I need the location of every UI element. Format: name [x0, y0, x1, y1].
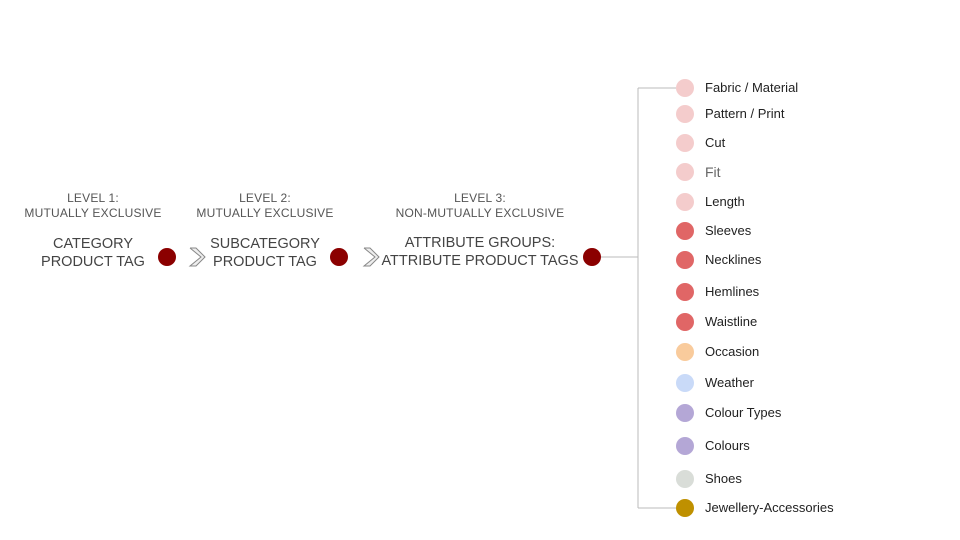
attribute-label: Occasion — [705, 344, 760, 359]
attribute-label: Colours — [705, 438, 750, 453]
attribute-dot — [676, 163, 694, 181]
level-1-node — [158, 248, 176, 266]
attribute-label: Hemlines — [705, 284, 760, 299]
level-3-title: ATTRIBUTE GROUPS: ATTRIBUTE PRODUCT TAGS — [375, 234, 585, 270]
attribute-label: Weather — [705, 375, 754, 390]
level-2-title-line1: SUBCATEGORY — [210, 236, 320, 252]
level-3-node — [583, 248, 601, 266]
attribute-dot — [676, 283, 694, 301]
attribute-dot — [676, 193, 694, 211]
level-1-title-line1: CATEGORY — [52, 236, 134, 252]
attribute-dot — [676, 313, 694, 331]
attribute-label: Fabric / Material — [705, 80, 799, 95]
attribute-label: Length — [705, 194, 745, 209]
attribute-label: Shoes — [705, 471, 742, 486]
level-3-type: NON-MUTUALLY EXCLUSIVE — [395, 206, 565, 220]
level-2-number: LEVEL 2: — [239, 191, 291, 205]
attribute-label: Pattern / Print — [705, 106, 785, 121]
level-2-title: SUBCATEGORY PRODUCT TAG — [194, 235, 336, 271]
level-1-type: MUTUALLY EXCLUSIVE — [24, 206, 162, 220]
level-3-title-line2: ATTRIBUTE PRODUCT TAGS — [381, 253, 579, 269]
chevron-right-icon — [362, 247, 380, 267]
attribute-label: Necklines — [705, 252, 762, 267]
level-1-title-line2: PRODUCT TAG — [41, 254, 145, 270]
attribute-dot — [676, 251, 694, 269]
attribute-label: Colour Types — [705, 405, 782, 420]
level-1-heading: LEVEL 1: MUTUALLY EXCLUSIVE — [22, 191, 164, 221]
attribute-dot — [676, 222, 694, 240]
attribute-label: Fit — [705, 164, 721, 180]
attribute-dot — [676, 437, 694, 455]
attribute-dot — [676, 343, 694, 361]
level-1-title: CATEGORY PRODUCT TAG — [22, 235, 164, 271]
attribute-dot — [676, 499, 694, 517]
attribute-dot — [676, 374, 694, 392]
level-3-number: LEVEL 3: — [454, 191, 506, 205]
level-2-type: MUTUALLY EXCLUSIVE — [196, 206, 334, 220]
level-2-title-line2: PRODUCT TAG — [213, 254, 317, 270]
attribute-label: Jewellery-Accessories — [705, 500, 834, 515]
attribute-label: Cut — [705, 135, 726, 150]
attribute-dot — [676, 79, 694, 97]
level-2-node — [330, 248, 348, 266]
attribute-dot — [676, 134, 694, 152]
attribute-label: Waistline — [705, 314, 758, 329]
level-3-heading: LEVEL 3: NON-MUTUALLY EXCLUSIVE — [385, 191, 575, 221]
level-1-number: LEVEL 1: — [67, 191, 119, 205]
chevron-right-icon — [188, 247, 206, 267]
level-2-heading: LEVEL 2: MUTUALLY EXCLUSIVE — [194, 191, 336, 221]
attribute-dot — [676, 105, 694, 123]
attribute-label: Sleeves — [705, 223, 752, 238]
level-3-title-line1: ATTRIBUTE GROUPS: — [404, 235, 556, 251]
attribute-dot — [676, 470, 694, 488]
attribute-dot — [676, 404, 694, 422]
